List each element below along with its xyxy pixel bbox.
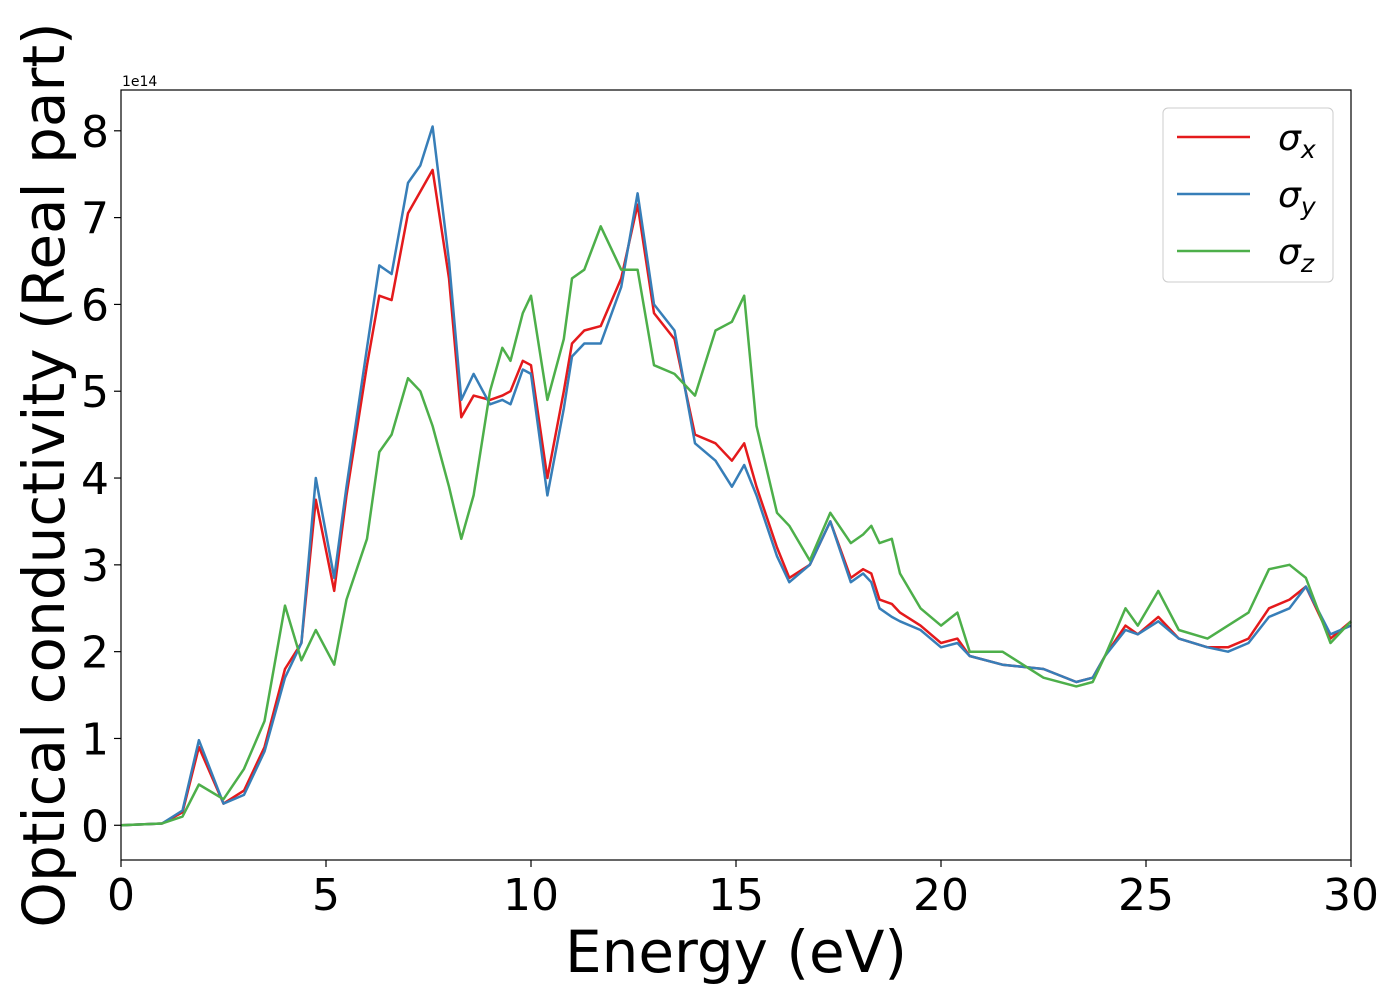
x-tick-label: 5 (312, 870, 340, 921)
y-tick-label: 4 (81, 454, 109, 505)
plot-frame (120, 89, 1352, 861)
y-axis-label: Optical conductivity (Real part) (10, 22, 78, 927)
y-tick-label: 7 (81, 194, 109, 245)
legend-label: σy (1278, 175, 1317, 221)
y-offset-label: 1e14 (122, 74, 157, 90)
y-tick-label: 8 (81, 107, 109, 158)
y-tick-label: 2 (81, 628, 109, 679)
data-line (120, 225, 1352, 827)
y-tick-label: 1 (81, 714, 109, 765)
y-tick-label: 6 (81, 280, 109, 331)
legend-label: σx (1278, 118, 1316, 164)
y-tick-label: 5 (81, 367, 109, 418)
x-tick-label: 10 (503, 870, 559, 921)
legend-label: σz (1278, 232, 1315, 278)
y-tick-label: 0 (81, 801, 109, 852)
x-axis-label: Energy (eV) (565, 918, 907, 986)
x-tick-label: 20 (913, 870, 969, 921)
x-tick-label: 30 (1323, 870, 1379, 921)
x-tick-label: 0 (107, 870, 135, 921)
legend: σx σy σz (1162, 107, 1334, 283)
y-tick-label: 3 (81, 541, 109, 592)
x-tick-label: 15 (708, 870, 764, 921)
x-tick-label: 25 (1118, 870, 1174, 921)
data-line (120, 125, 1352, 827)
